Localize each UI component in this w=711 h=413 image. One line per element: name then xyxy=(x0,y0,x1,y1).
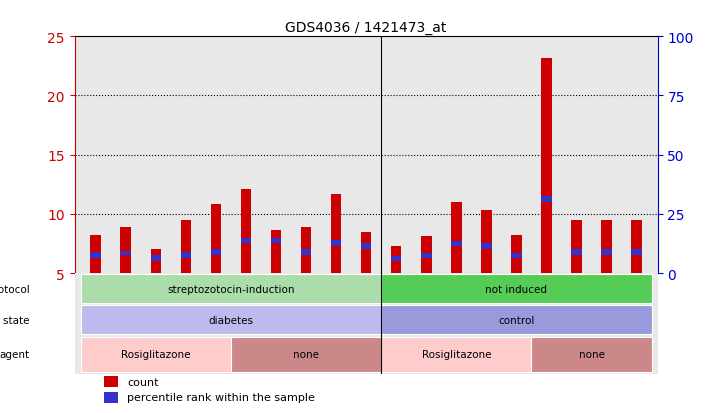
Bar xyxy=(151,250,161,273)
Bar xyxy=(361,244,371,250)
Text: streptozotocin-induction: streptozotocin-induction xyxy=(167,284,294,294)
Bar xyxy=(331,194,341,273)
Bar xyxy=(451,242,461,246)
Bar xyxy=(541,58,552,273)
Bar xyxy=(421,237,432,273)
Bar xyxy=(241,238,251,244)
Bar xyxy=(151,256,161,261)
Bar xyxy=(181,252,191,258)
Bar xyxy=(90,235,101,273)
Bar xyxy=(391,246,402,273)
Bar xyxy=(80,337,231,372)
Text: none: none xyxy=(293,349,319,360)
Bar xyxy=(271,238,282,244)
Bar xyxy=(301,250,311,256)
Bar xyxy=(104,376,119,387)
Bar xyxy=(231,337,381,372)
Bar xyxy=(80,275,381,303)
Bar xyxy=(241,190,251,273)
Text: diabetes: diabetes xyxy=(208,315,253,325)
Bar xyxy=(451,202,461,273)
Bar xyxy=(602,250,612,256)
Bar xyxy=(631,250,642,256)
Text: agent: agent xyxy=(0,349,30,360)
Bar xyxy=(381,275,652,303)
Text: count: count xyxy=(127,377,159,387)
Bar xyxy=(331,240,341,246)
Bar xyxy=(381,337,531,372)
Bar xyxy=(210,205,221,273)
Text: disease state: disease state xyxy=(0,315,30,325)
Bar xyxy=(104,392,119,403)
Bar xyxy=(120,251,131,256)
Title: GDS4036 / 1421473_at: GDS4036 / 1421473_at xyxy=(286,21,447,35)
Bar xyxy=(571,220,582,273)
Bar xyxy=(361,232,371,273)
Bar xyxy=(571,250,582,256)
Bar xyxy=(90,252,101,258)
Bar xyxy=(210,250,221,256)
Bar xyxy=(481,244,491,250)
Bar xyxy=(602,220,612,273)
Bar xyxy=(511,235,522,273)
Text: control: control xyxy=(498,315,535,325)
Bar xyxy=(181,220,191,273)
Bar xyxy=(421,253,432,258)
Text: Rosiglitazone: Rosiglitazone xyxy=(121,349,191,360)
Text: protocol: protocol xyxy=(0,284,30,294)
Bar xyxy=(631,220,642,273)
Bar xyxy=(271,231,282,273)
Bar xyxy=(531,337,652,372)
Text: Rosiglitazone: Rosiglitazone xyxy=(422,349,491,360)
Bar xyxy=(381,306,652,334)
Bar xyxy=(481,211,491,273)
Bar xyxy=(511,253,522,258)
Bar xyxy=(541,197,552,202)
Text: percentile rank within the sample: percentile rank within the sample xyxy=(127,392,315,402)
Text: none: none xyxy=(579,349,604,360)
Text: not induced: not induced xyxy=(486,284,547,294)
Bar xyxy=(80,306,381,334)
Bar xyxy=(391,257,402,261)
Bar xyxy=(301,227,311,273)
Bar xyxy=(120,227,131,273)
